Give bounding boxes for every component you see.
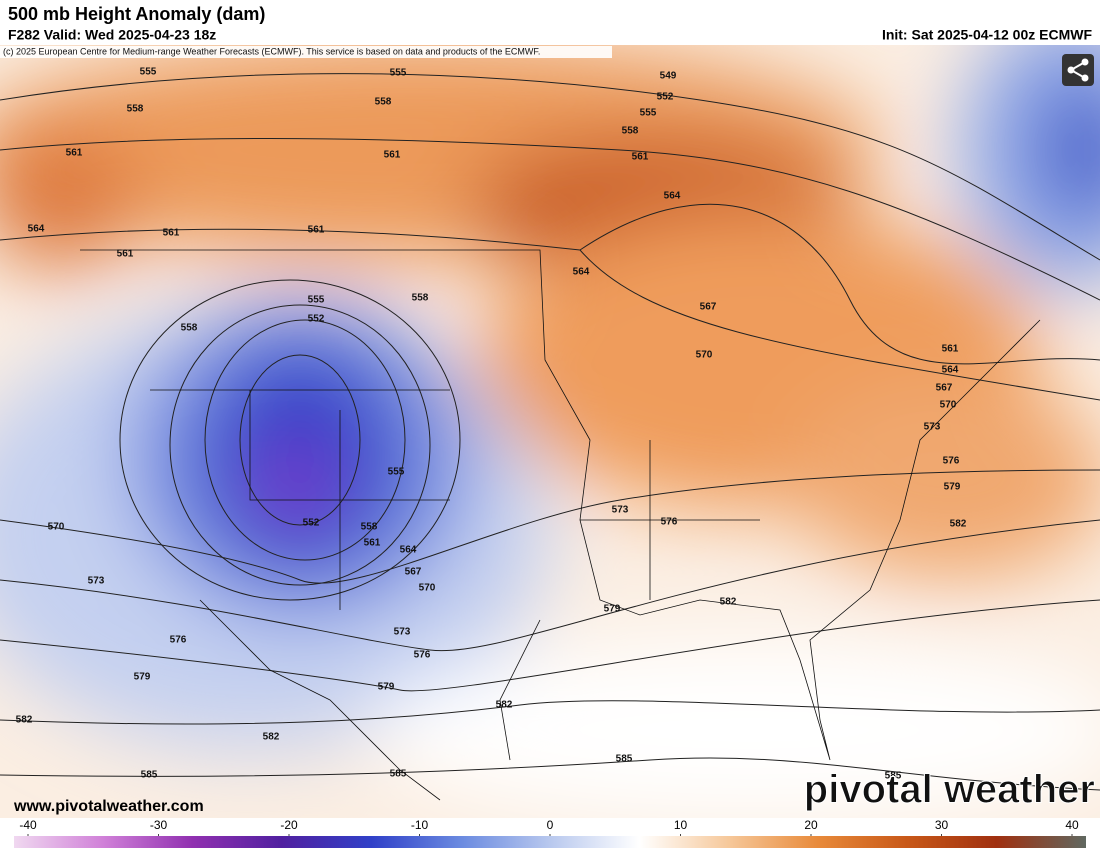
contour-label: 558 <box>412 293 429 304</box>
contour-label: 576 <box>661 517 678 528</box>
contour-label: 582 <box>720 597 737 608</box>
contour-label: 582 <box>263 732 280 743</box>
colorbar-tick-label: -40 <box>19 818 37 832</box>
contour-label: 573 <box>924 422 941 433</box>
contour-label: 561 <box>942 344 959 355</box>
contour-label: 579 <box>378 682 395 693</box>
colorbar-tick-label: -20 <box>280 818 298 832</box>
contour-label: 549 <box>660 71 677 82</box>
contour-label: 552 <box>657 92 674 103</box>
contour-label: 552 <box>308 314 325 325</box>
contour-label: 564 <box>573 267 590 278</box>
contour-label: 579 <box>604 604 621 615</box>
contour-label: 561 <box>364 538 381 549</box>
contour-label: 567 <box>936 383 953 394</box>
contour-label: 561 <box>163 228 180 239</box>
colorbar-tick-label: 40 <box>1065 818 1079 832</box>
share-button[interactable] <box>1062 54 1094 86</box>
copyright: (c) 2025 European Centre for Medium-rang… <box>3 46 540 56</box>
contour-label: 585 <box>885 771 902 782</box>
colorbar-tick-label: -30 <box>150 818 168 832</box>
map: (c) 2025 European Centre for Medium-rang… <box>0 10 1100 820</box>
contour-label: 570 <box>48 522 65 533</box>
contour-label: 558 <box>622 126 639 137</box>
contour-label: 561 <box>117 249 134 260</box>
logo: pivotal weather <box>804 768 1095 812</box>
contour-label: 576 <box>943 456 960 467</box>
contour-label: 579 <box>944 482 961 493</box>
contour-label: 582 <box>16 715 33 726</box>
contour-label: 582 <box>950 519 967 530</box>
contour-label: 561 <box>308 225 325 236</box>
contour-label: 555 <box>388 467 405 478</box>
contour-label: 585 <box>141 770 158 781</box>
contour-label: 555 <box>308 295 325 306</box>
contour-label: 579 <box>134 672 151 683</box>
contour-label: 585 <box>390 769 407 780</box>
contour-label: 561 <box>632 152 649 163</box>
contour-label: 555 <box>140 67 157 78</box>
colorbar-tick-label: 30 <box>935 818 949 832</box>
contour-label: 567 <box>700 302 717 313</box>
init-time: Init: Sat 2025-04-12 00z ECMWF <box>882 27 1093 43</box>
contour-label: 576 <box>170 635 187 646</box>
contour-label: 576 <box>414 650 431 661</box>
colorbar-tick-label: 20 <box>804 818 818 832</box>
contour-label: 573 <box>394 627 411 638</box>
valid-time: F282 Valid: Wed 2025-04-23 18z <box>8 27 216 43</box>
contour-label: 582 <box>496 700 513 711</box>
colorbar-tick-label: 0 <box>547 818 554 832</box>
contour-label: 567 <box>405 567 422 578</box>
contour-label: 573 <box>88 576 105 587</box>
contour-label: 558 <box>181 323 198 334</box>
contour-label: 564 <box>28 224 45 235</box>
contour-label: 570 <box>696 350 713 361</box>
contour-label: 558 <box>375 97 392 108</box>
site-url: www.pivotalweather.com <box>13 798 204 815</box>
contour-label: 564 <box>664 191 681 202</box>
contour-label: 555 <box>390 68 407 79</box>
contour-label: 552 <box>303 518 320 529</box>
contour-label: 585 <box>616 754 633 765</box>
contour-label: 564 <box>942 365 959 376</box>
title: 500 mb Height Anomaly (dam) <box>8 4 265 24</box>
contour-label: 558 <box>361 522 378 533</box>
contour-label: 564 <box>400 545 417 556</box>
colorbar-tick-label: 10 <box>674 818 688 832</box>
contour-label: 573 <box>612 505 629 516</box>
colorbar-tick-label: -10 <box>411 818 429 832</box>
contour-label: 558 <box>127 104 144 115</box>
colorbar-scale <box>14 836 1086 848</box>
contour-label: 561 <box>66 148 83 159</box>
colorbar: -40 -30 -20 -10 0 10 20 30 40 <box>14 818 1086 848</box>
contour-label: 570 <box>419 583 436 594</box>
contour-label: 570 <box>940 400 957 411</box>
contour-label: 555 <box>640 108 657 119</box>
contour-label: 561 <box>384 150 401 161</box>
